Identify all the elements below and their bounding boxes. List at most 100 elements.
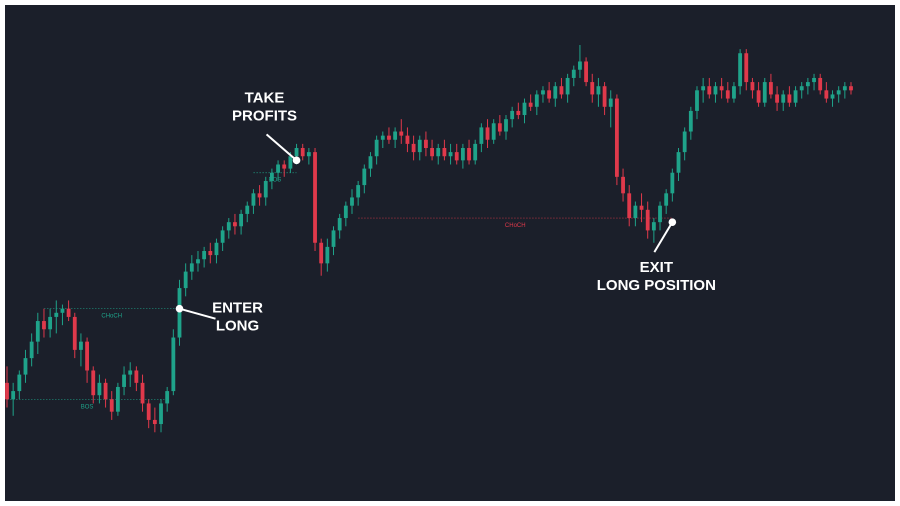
- level-label: CHoCH: [101, 314, 122, 320]
- candle-body: [430, 148, 434, 157]
- candle: [842, 82, 847, 99]
- candle: [202, 246, 207, 268]
- candle: [584, 57, 589, 87]
- candle-body: [356, 185, 361, 198]
- candle-body: [541, 90, 545, 95]
- candle-body: [411, 143, 416, 153]
- candle-body: [553, 86, 558, 99]
- candle-body: [79, 341, 83, 350]
- candle: [269, 168, 274, 190]
- candle-body: [682, 131, 687, 153]
- candle: [713, 82, 718, 103]
- candle-body: [177, 288, 182, 338]
- candle: [387, 127, 391, 144]
- candle: [793, 86, 798, 107]
- candle-body: [306, 152, 311, 157]
- candle-body: [282, 164, 287, 169]
- candle-body: [202, 251, 207, 260]
- candle: [485, 119, 490, 148]
- candle-body: [707, 86, 712, 95]
- candle: [97, 374, 102, 404]
- candle-body: [134, 370, 139, 383]
- candle: [608, 90, 613, 128]
- candle: [171, 329, 176, 396]
- candle: [208, 242, 213, 264]
- candle: [35, 312, 40, 354]
- candle-body: [805, 82, 810, 87]
- candle-body: [276, 164, 280, 173]
- candle: [775, 86, 779, 111]
- candle-body: [849, 86, 853, 91]
- candle-body: [559, 86, 564, 95]
- candle-body: [769, 82, 773, 95]
- candle-body: [103, 382, 108, 400]
- candle: [233, 213, 237, 235]
- candle-body: [183, 271, 188, 289]
- candle-body: [571, 69, 576, 78]
- candle-body: [639, 205, 644, 210]
- candle-body: [670, 172, 675, 194]
- candle-body: [664, 193, 669, 206]
- candle: [177, 279, 182, 346]
- candle: [152, 407, 157, 433]
- candle-body: [485, 127, 490, 140]
- annotation-label: EXIT: [640, 259, 673, 276]
- candle-body: [775, 94, 779, 103]
- candle: [300, 143, 305, 161]
- candle-body: [208, 251, 213, 256]
- candle-body: [719, 86, 724, 91]
- candle-body: [251, 193, 256, 206]
- candle: [627, 185, 632, 227]
- candle: [725, 82, 730, 103]
- level-label: BOS: [269, 178, 282, 184]
- candle-body: [257, 193, 262, 198]
- candle-body: [337, 218, 342, 231]
- candle: [337, 213, 342, 239]
- candle: [251, 189, 256, 214]
- candle-body: [362, 168, 367, 186]
- candle-body: [602, 86, 607, 107]
- candle-body: [42, 321, 46, 330]
- candle: [695, 86, 699, 120]
- candle: [651, 218, 656, 243]
- candle-body: [621, 176, 625, 194]
- candle: [510, 106, 515, 128]
- candle: [762, 77, 767, 107]
- chart-frame: BOS CHoCH BOS CHoCH ENTER LONG TAKE PROFITS EXI…: [5, 5, 895, 501]
- candle: [578, 45, 582, 78]
- candle-body: [842, 86, 847, 91]
- candle: [165, 386, 170, 412]
- candle-body: [405, 135, 410, 144]
- candle: [380, 131, 385, 148]
- candle: [257, 185, 262, 206]
- candle: [460, 143, 465, 169]
- candle: [140, 374, 145, 412]
- candle: [658, 201, 662, 231]
- candle-body: [60, 308, 65, 313]
- candle: [23, 349, 28, 383]
- annotation-pointer: [179, 307, 216, 320]
- candle-body: [11, 391, 16, 400]
- candle-body: [115, 386, 120, 412]
- candle: [750, 77, 755, 99]
- candle-body: [85, 341, 89, 371]
- candle-body: [171, 337, 176, 392]
- candle: [534, 90, 539, 116]
- candle-body: [645, 209, 650, 231]
- candle: [497, 115, 502, 136]
- annotation-label: LONG POSITION: [597, 277, 716, 294]
- candle: [522, 98, 527, 124]
- candle: [48, 308, 53, 338]
- candle: [541, 86, 545, 103]
- candle: [282, 160, 287, 177]
- candle: [374, 135, 379, 165]
- candle: [467, 139, 471, 165]
- candle-body: [608, 98, 613, 107]
- candle: [325, 238, 330, 272]
- candle-body: [534, 94, 539, 107]
- candle-body: [424, 139, 428, 148]
- candle: [405, 127, 410, 153]
- candle-body: [226, 222, 231, 231]
- candle: [399, 119, 404, 144]
- candle-body: [214, 242, 219, 256]
